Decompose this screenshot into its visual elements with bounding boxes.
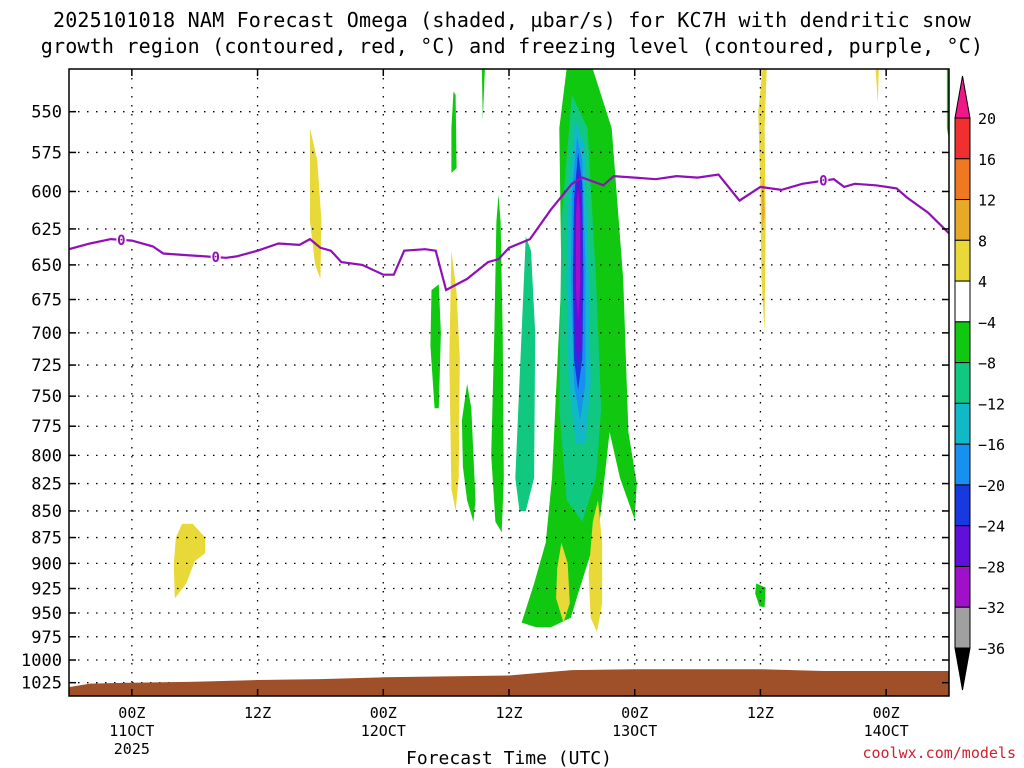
- colorbar-label-3: 8: [978, 232, 987, 250]
- x-tick-label-h0-3: 2025: [114, 740, 150, 758]
- chart-title-line-2: growth region (contoured, red, °C) and f…: [40, 34, 984, 58]
- colorbar-label-6: −8: [978, 355, 996, 373]
- omega-region-4-5: [588, 500, 603, 633]
- colorbar-box-12: [954, 606, 971, 649]
- colorbar-box-1: [954, 158, 971, 201]
- colorbar-top-triangle: [954, 75, 971, 119]
- plot-frame: [68, 68, 950, 697]
- colorbar-label-5: −4: [978, 314, 996, 332]
- y-tick-label-975: 975: [31, 628, 62, 648]
- colorbar-box-10: [954, 525, 971, 567]
- y-tick-label-575: 575: [31, 143, 62, 163]
- x-tick-label-h24-2: 12OCT: [361, 722, 406, 740]
- y-tick-label-1000: 1000: [21, 651, 62, 671]
- y-tick-label-650: 650: [31, 256, 62, 276]
- y-tick-label-825: 825: [31, 475, 62, 495]
- x-tick-label-h36-1: 12Z: [495, 704, 522, 722]
- x-tick-label-h72-2: 14OCT: [864, 722, 909, 740]
- colorbar-box-4: [954, 280, 971, 323]
- omega-region--8-5: [481, 69, 485, 120]
- omega-region--8-1: [491, 194, 504, 533]
- x-tick-label-h0-1: 00Z: [118, 704, 145, 722]
- colorbar-label-4: 4: [978, 273, 987, 291]
- omega-region-4-6: [875, 69, 879, 104]
- y-tick-label-1025: 1025: [21, 674, 62, 694]
- y-tick-label-850: 850: [31, 502, 62, 522]
- omega-region-4-0: [310, 128, 322, 279]
- freezing-level-label-2: 0: [819, 174, 827, 190]
- x-tick-label-h48-2: 13OCT: [612, 722, 657, 740]
- colorbar-box-8: [954, 443, 971, 486]
- colorbar-label-12: −32: [978, 599, 1005, 617]
- omega-region-4-3: [173, 523, 206, 599]
- colorbar-box-0: [954, 117, 971, 160]
- x-tick-label-h48-1: 00Z: [621, 704, 648, 722]
- colorbar-label-1: 16: [978, 151, 996, 169]
- y-tick-label-775: 775: [31, 417, 62, 437]
- omega-region-8-0: [761, 176, 765, 229]
- y-tick-label-800: 800: [31, 446, 62, 466]
- colorbar-label-7: −12: [978, 395, 1005, 413]
- x-tick-label-h0-2: 11OCT: [109, 722, 154, 740]
- credit-text[interactable]: coolwx.com/models: [862, 744, 1016, 762]
- freezing-level-label-0: 0: [117, 233, 125, 249]
- omega-region--8-2: [461, 383, 476, 522]
- y-tick-label-725: 725: [31, 356, 62, 376]
- colorbar-box-9: [954, 484, 971, 527]
- x-tick-label-h12-1: 12Z: [244, 704, 271, 722]
- y-tick-label-700: 700: [31, 324, 62, 344]
- colorbar-label-8: −16: [978, 436, 1005, 454]
- freezing-label-bg-1: [210, 249, 221, 266]
- colorbar-box-11: [954, 565, 971, 608]
- omega-region-4-2: [449, 250, 460, 511]
- colorbar-label-13: −36: [978, 640, 1005, 658]
- y-tick-label-750: 750: [31, 387, 62, 407]
- omega-region--8-3: [430, 284, 441, 409]
- terrain-fill: [69, 669, 949, 696]
- x-tick-label-h72-1: 00Z: [873, 704, 900, 722]
- colorbar-label-10: −24: [978, 518, 1005, 536]
- x-axis-label: Forecast Time (UTC): [406, 748, 612, 768]
- freezing-label-bg-2: [818, 172, 829, 189]
- freezing-level-line: [69, 173, 949, 292]
- colorbar-bottom-triangle: [954, 647, 971, 691]
- colorbar-label-11: −28: [978, 558, 1005, 576]
- omega-region--8-6: [755, 583, 766, 608]
- x-tick-label-h24-1: 00Z: [370, 704, 397, 722]
- y-tick-label-625: 625: [31, 220, 62, 240]
- colorbar-label-2: 12: [978, 192, 996, 210]
- omega-region--12-0: [515, 236, 536, 511]
- colorbar-box-5: [954, 321, 971, 364]
- y-tick-label-875: 875: [31, 529, 62, 549]
- plot-area: 0 0 0: [69, 69, 949, 696]
- colorbar-label-0: 20: [978, 110, 996, 128]
- colorbar-box-7: [954, 402, 971, 445]
- y-tick-label-925: 925: [31, 580, 62, 600]
- colorbar-box-3: [954, 239, 971, 282]
- freezing-level-label-1: 0: [211, 250, 219, 266]
- y-tick-label-600: 600: [31, 182, 62, 202]
- freezing-label-bg-0: [116, 231, 127, 248]
- x-tick-label-h60-1: 12Z: [747, 704, 774, 722]
- colorbar-box-2: [954, 199, 971, 241]
- omega-region--8-4: [451, 91, 457, 173]
- omega-region--32-0: [576, 188, 581, 320]
- colorbar-box-6: [954, 362, 971, 404]
- y-tick-label-950: 950: [31, 604, 62, 624]
- omega-region-4-4: [556, 542, 570, 623]
- chart-title-line-1: 2025101018 NAM Forecast Omega (shaded, µ…: [52, 8, 972, 32]
- colorbar-label-9: −20: [978, 477, 1005, 495]
- y-tick-label-675: 675: [31, 291, 62, 311]
- y-tick-label-900: 900: [31, 554, 62, 574]
- y-tick-label-550: 550: [31, 103, 62, 123]
